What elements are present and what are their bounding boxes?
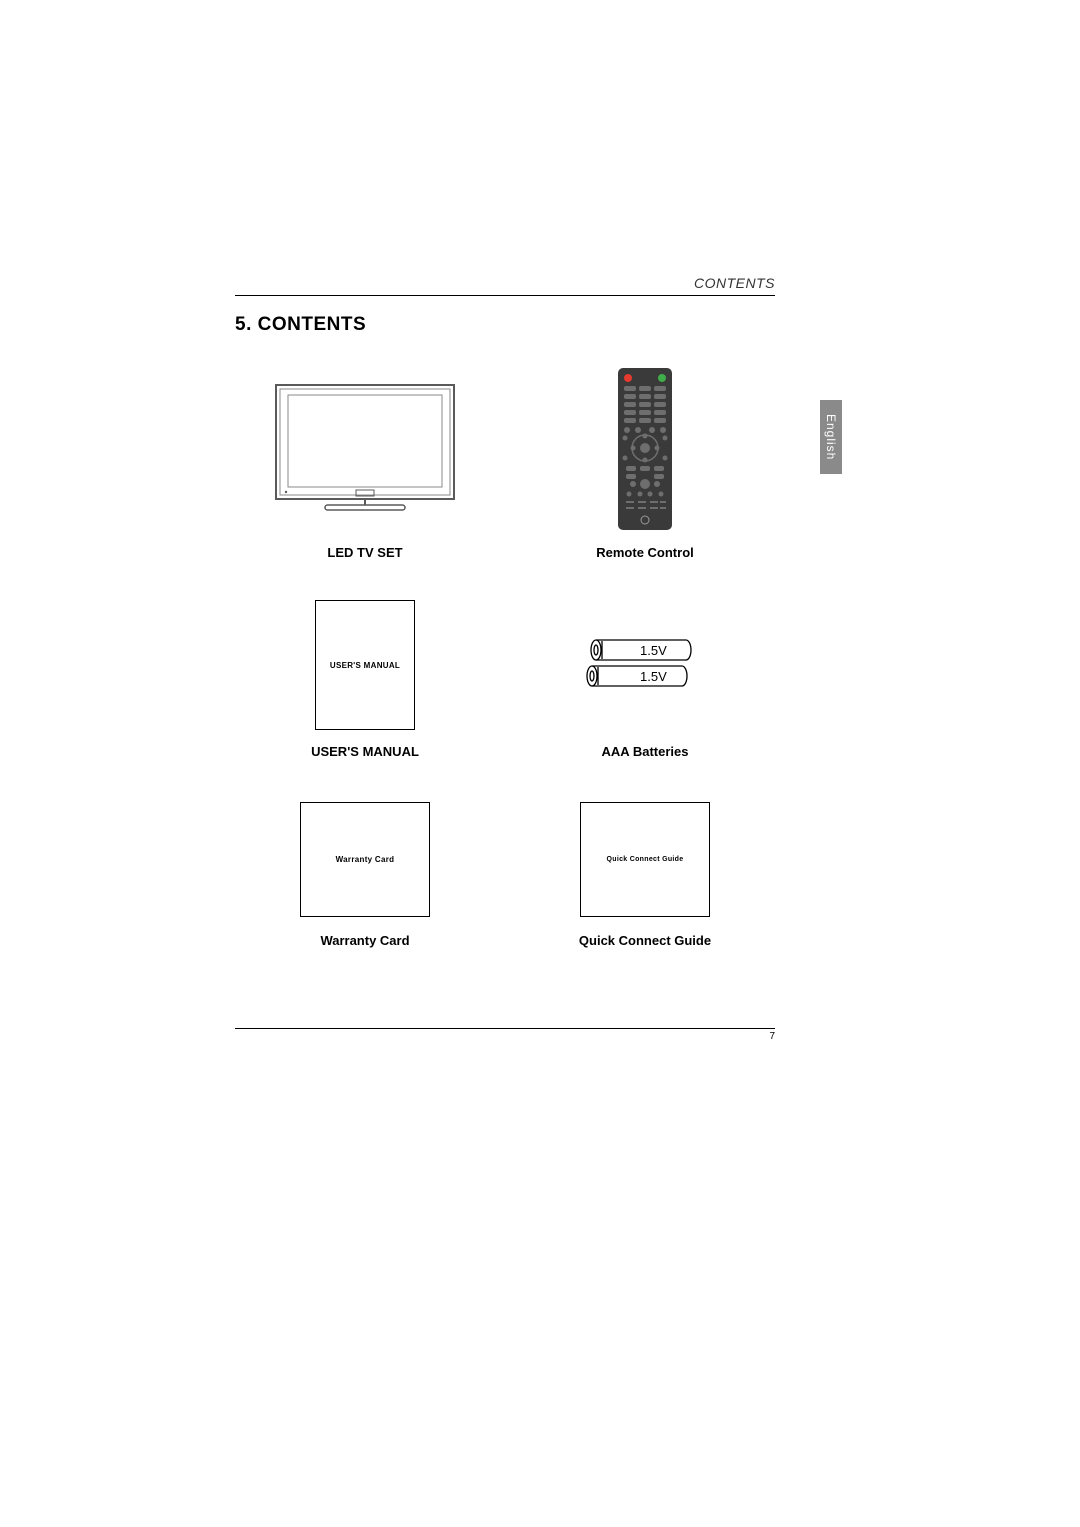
item-tv: LED TV SET — [235, 366, 495, 560]
item-manual: USER'S MANUAL USER'S MANUAL — [235, 600, 495, 759]
item-quick-guide: Quick Connect Guide Quick Connect Guide — [515, 799, 775, 948]
tv-illustration — [270, 366, 460, 531]
batteries-illustration: 1.5V 1.5V — [585, 600, 705, 730]
warranty-illustration: Warranty Card — [300, 799, 430, 919]
contents-grid: LED TV SET — [235, 366, 775, 948]
battery-icon: 1.5V 1.5V — [585, 630, 705, 700]
caption-tv: LED TV SET — [327, 545, 402, 560]
caption-manual: USER'S MANUAL — [311, 744, 419, 759]
caption-batteries: AAA Batteries — [602, 744, 689, 759]
caption-warranty: Warranty Card — [320, 933, 409, 948]
quick-guide-illustration: Quick Connect Guide — [580, 799, 710, 919]
caption-remote: Remote Control — [596, 545, 694, 560]
tv-icon — [270, 379, 460, 519]
remote-icon — [616, 366, 674, 532]
item-remote: Remote Control — [515, 366, 775, 560]
footer-rule — [235, 1028, 775, 1029]
item-warranty: Warranty Card Warranty Card — [235, 799, 495, 948]
page-number: 7 — [235, 1031, 775, 1042]
battery-voltage-1: 1.5V — [640, 643, 667, 658]
caption-quick-guide: Quick Connect Guide — [579, 933, 711, 948]
battery-voltage-2: 1.5V — [640, 669, 667, 684]
section-title: 5. CONTENTS — [235, 314, 775, 336]
item-batteries: 1.5V 1.5V AAA Batteries — [515, 600, 775, 759]
header-rule — [235, 295, 775, 296]
warranty-inner-text: Warranty Card — [336, 855, 395, 864]
quick-guide-box-icon: Quick Connect Guide — [580, 802, 710, 917]
manual-inner-text: USER'S MANUAL — [330, 661, 400, 670]
quick-guide-inner-text: Quick Connect Guide — [607, 856, 684, 863]
language-tab: English — [820, 400, 842, 474]
caption-tv-prefix: LED — [327, 545, 357, 560]
warranty-box-icon: Warranty Card — [300, 802, 430, 917]
manual-illustration: USER'S MANUAL — [315, 600, 415, 730]
manual-box-icon: USER'S MANUAL — [315, 600, 415, 730]
document-page: CONTENTS 5. CONTENTS English — [235, 275, 775, 1042]
remote-illustration — [616, 366, 674, 531]
caption-tv-rest: TV SET — [357, 545, 403, 560]
header-label: CONTENTS — [235, 275, 775, 291]
